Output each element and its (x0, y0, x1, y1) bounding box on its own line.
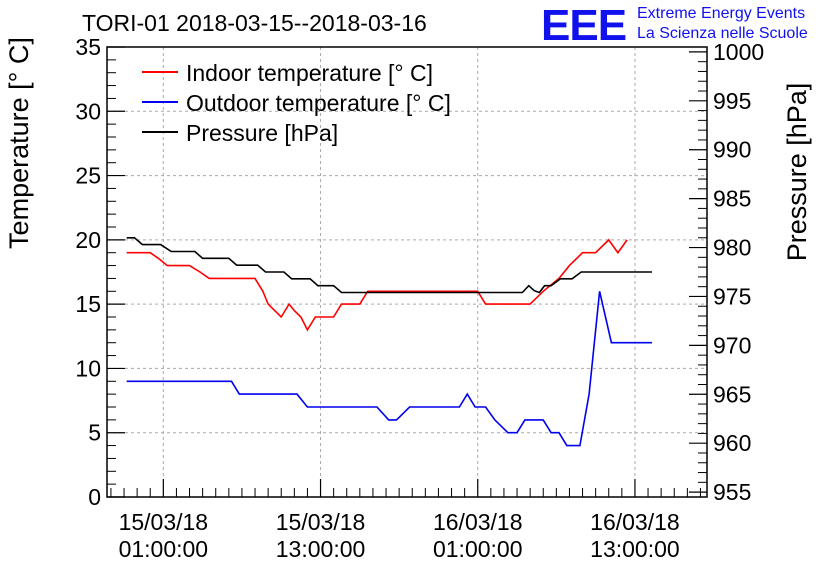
left-tick-label: 15 (75, 291, 101, 317)
legend-label-3: Pressure [hPa] (186, 120, 338, 146)
left-tick-label: 10 (75, 355, 101, 381)
x-tick-time-label: 13:00:00 (590, 536, 680, 562)
series-line-3 (126, 237, 652, 294)
series-line-2 (126, 291, 652, 447)
left-tick-label: 25 (75, 163, 101, 189)
right-tick-label: 965 (713, 381, 751, 407)
right-axis: 955 960 965 970 975 980 985 990 995 1000 (689, 39, 764, 505)
series-layer (126, 237, 652, 447)
left-tick-label: 5 (88, 420, 101, 446)
left-tick-label: 30 (75, 98, 101, 124)
series-line-1 (126, 238, 628, 332)
left-tick-label: 0 (88, 484, 101, 510)
right-tick-label: 975 (713, 283, 751, 309)
right-axis-label: Pressure [hPa] (782, 83, 812, 262)
right-tick-label: 970 (713, 332, 751, 358)
right-tick-label: 955 (713, 479, 751, 505)
x-axis: 15/03/1801:00:0015/03/1813:00:0016/03/18… (110, 479, 701, 562)
left-tick-label: 35 (75, 34, 101, 60)
logo-letters: EEE (541, 1, 626, 50)
grid (107, 47, 707, 497)
right-tick-label: 995 (713, 88, 751, 114)
x-tick-date-label: 16/03/18 (590, 509, 680, 535)
x-tick-date-label: 15/03/18 (119, 509, 209, 535)
left-axis: 0 5 10 15 20 25 30 35 (75, 34, 125, 510)
x-tick-time-label: 01:00:00 (119, 536, 209, 562)
right-tick-label: 990 (713, 137, 751, 163)
right-tick-label: 980 (713, 235, 751, 261)
logo-line-1: Extreme Energy Events (637, 5, 805, 22)
x-tick-date-label: 16/03/18 (433, 509, 523, 535)
right-tick-label: 960 (713, 430, 751, 456)
right-tick-label: 985 (713, 186, 751, 212)
plot-frame (106, 46, 708, 498)
x-tick-date-label: 15/03/18 (276, 509, 366, 535)
left-tick-label: 20 (75, 227, 101, 253)
chart-title: TORI-01 2018-03-15--2018-03-16 (82, 10, 427, 36)
left-axis-label: Temperature [° C] (4, 37, 34, 249)
legend-label-1: Indoor temperature [° C] (186, 60, 433, 86)
right-tick-label: 1000 (713, 39, 764, 65)
legend: Indoor temperature [° C] Outdoor temperat… (142, 60, 451, 146)
legend-label-2: Outdoor temperature [° C] (186, 90, 451, 116)
x-tick-time-label: 13:00:00 (276, 536, 366, 562)
x-tick-time-label: 01:00:00 (433, 536, 523, 562)
logo: EEE Extreme Energy Events La Scienza nel… (541, 1, 808, 50)
logo-line-2: La Scienza nelle Scuole (637, 25, 808, 42)
